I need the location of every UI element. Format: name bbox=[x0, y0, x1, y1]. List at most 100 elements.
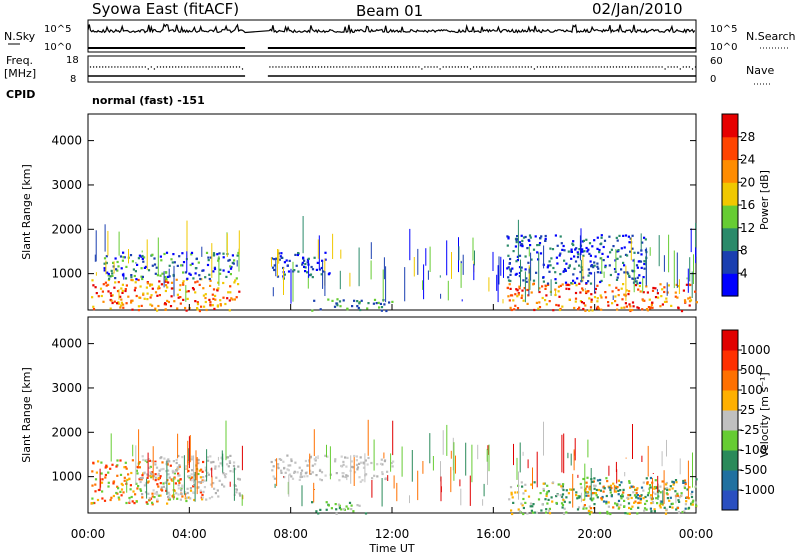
echo-streak bbox=[350, 455, 352, 484]
echo-cell bbox=[176, 307, 179, 310]
echo-cell bbox=[533, 308, 536, 312]
freq-dot bbox=[287, 66, 289, 68]
echo-streak bbox=[473, 263, 475, 281]
echo-streak bbox=[226, 233, 228, 257]
echo-cell bbox=[192, 277, 195, 280]
freq-dot bbox=[299, 66, 301, 68]
echo-cell bbox=[350, 508, 353, 511]
echo-cell bbox=[164, 280, 167, 283]
echo-cell bbox=[212, 482, 215, 485]
echo-cell bbox=[137, 278, 140, 282]
echo-cell bbox=[568, 501, 571, 504]
echo-cell bbox=[320, 479, 323, 482]
echo-cell bbox=[581, 268, 584, 271]
echo-cell bbox=[665, 297, 668, 300]
echo-cell bbox=[607, 501, 610, 504]
echo-cell bbox=[683, 299, 687, 302]
echo-streak bbox=[135, 445, 137, 485]
echo-cell bbox=[589, 254, 592, 257]
echo-cell bbox=[177, 467, 180, 470]
echo-cell bbox=[190, 473, 193, 476]
echo-cell bbox=[579, 482, 582, 486]
echo-cell bbox=[538, 243, 541, 247]
echo-cell bbox=[130, 495, 133, 499]
echo-streak bbox=[135, 262, 137, 264]
echo-cell bbox=[594, 287, 597, 291]
freq-dot bbox=[448, 66, 450, 68]
freq-dot bbox=[199, 66, 201, 68]
echo-cell bbox=[649, 484, 652, 487]
echo-cell bbox=[160, 456, 163, 459]
freq-dot bbox=[415, 66, 417, 68]
echo-cell bbox=[289, 464, 292, 467]
echo-cell bbox=[140, 478, 143, 481]
echo-cell bbox=[620, 497, 623, 500]
echo-streak bbox=[123, 272, 125, 280]
echo-cell bbox=[551, 248, 555, 251]
echo-cell bbox=[574, 248, 577, 251]
echo-cell bbox=[290, 458, 293, 461]
colorbar-swatch bbox=[722, 136, 738, 161]
echo-streak bbox=[648, 486, 650, 493]
echo-cell bbox=[559, 252, 562, 255]
echo-cell bbox=[196, 308, 199, 311]
echo-cell bbox=[346, 307, 349, 310]
echo-cell bbox=[296, 253, 299, 257]
echo-cell bbox=[651, 289, 655, 292]
echo-cell bbox=[637, 307, 640, 310]
echo-cell bbox=[677, 307, 680, 310]
x-tick-label: 20:00 bbox=[577, 527, 612, 541]
echo-cell bbox=[561, 248, 564, 251]
freq-dot bbox=[472, 66, 475, 68]
echo-cell bbox=[214, 492, 217, 495]
echo-cell bbox=[595, 488, 598, 492]
echo-cell bbox=[290, 475, 293, 478]
echo-cell bbox=[154, 460, 157, 463]
colorbar-swatch bbox=[722, 350, 738, 371]
freq-dot bbox=[223, 66, 225, 68]
echo-cell bbox=[683, 479, 687, 482]
echo-cell bbox=[650, 494, 653, 497]
freq-dot bbox=[178, 66, 180, 68]
echo-cell bbox=[138, 466, 141, 469]
echo-cell bbox=[642, 497, 645, 500]
echo-cell bbox=[588, 513, 591, 516]
echo-cell bbox=[526, 288, 529, 292]
echo-streak bbox=[187, 440, 189, 473]
colorbar-tick-label: -25 bbox=[740, 423, 760, 437]
echo-cell bbox=[628, 290, 631, 293]
echo-cell bbox=[578, 264, 581, 267]
freq-dot bbox=[330, 66, 332, 68]
echo-cell bbox=[568, 283, 571, 287]
echo-streak bbox=[110, 433, 112, 462]
echo-streak bbox=[460, 488, 462, 506]
echo-cell bbox=[197, 472, 200, 476]
freq-dot bbox=[479, 66, 481, 68]
echo-streak bbox=[536, 451, 538, 488]
echo-streak bbox=[520, 259, 521, 287]
echo-streak bbox=[370, 242, 372, 259]
echo-cell bbox=[157, 304, 160, 308]
echo-cell bbox=[136, 487, 139, 490]
echo-cell bbox=[116, 290, 120, 293]
echo-cell bbox=[162, 485, 165, 488]
echo-cell bbox=[161, 461, 164, 464]
echo-cell bbox=[523, 287, 526, 290]
echo-cell bbox=[691, 501, 694, 504]
echo-cell bbox=[111, 272, 114, 275]
echo-cell bbox=[120, 304, 123, 307]
echo-streak bbox=[229, 481, 231, 487]
freq-dot bbox=[381, 66, 384, 68]
echo-cell bbox=[521, 294, 524, 297]
echo-streak bbox=[353, 457, 355, 486]
echo-cell bbox=[689, 299, 693, 302]
echo-streak bbox=[292, 261, 294, 302]
freq-dot bbox=[360, 66, 362, 68]
echo-cell bbox=[103, 269, 106, 272]
echo-cell bbox=[320, 273, 323, 276]
echo-cell bbox=[361, 479, 364, 482]
power-echoes bbox=[91, 216, 698, 313]
echo-cell bbox=[619, 255, 622, 258]
echo-cell bbox=[338, 300, 342, 303]
echo-cell bbox=[165, 271, 168, 274]
